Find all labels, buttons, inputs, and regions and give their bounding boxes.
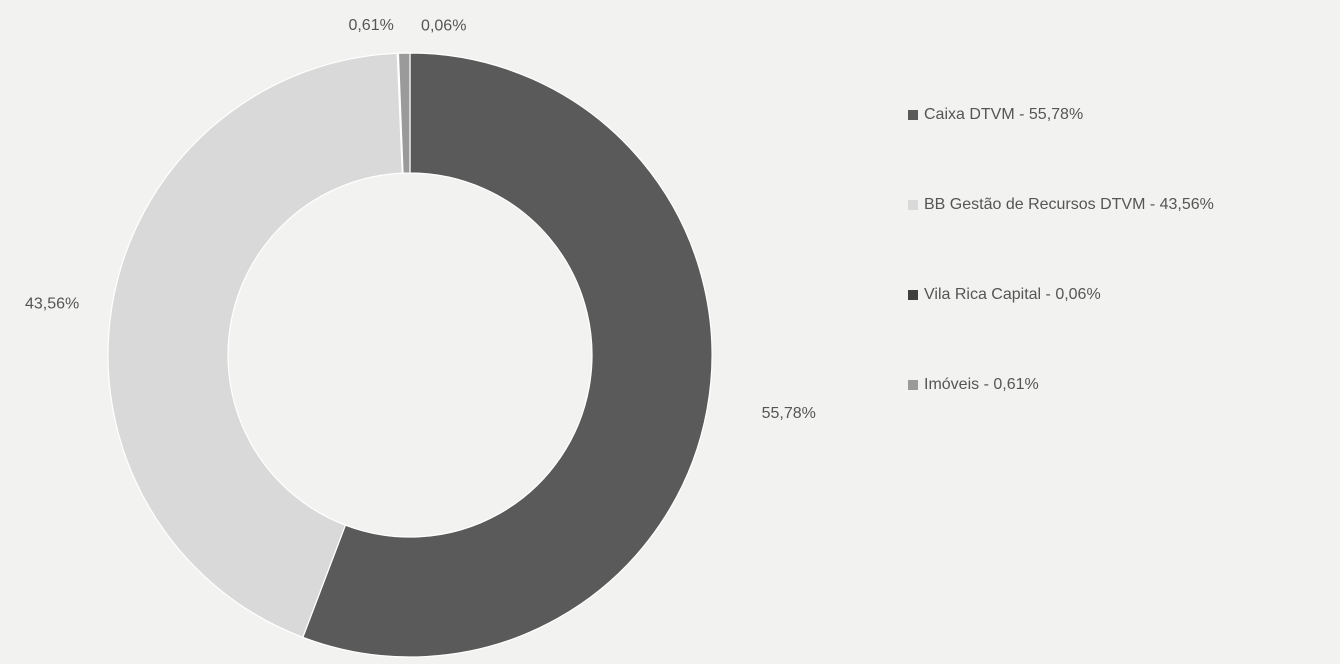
legend-swatch xyxy=(908,290,918,300)
data-label: 55,78% xyxy=(762,405,816,422)
legend-item: BB Gestão de Recursos DTVM - 43,56% xyxy=(908,190,1338,220)
legend-swatch xyxy=(908,200,918,210)
data-label: 0,06% xyxy=(421,17,466,34)
donut-slice xyxy=(107,52,403,639)
data-label: 0,61% xyxy=(348,17,393,34)
legend-item: Caixa DTVM - 55,78% xyxy=(908,100,1338,130)
legend: Caixa DTVM - 55,78% BB Gestão de Recursos… xyxy=(908,100,1338,460)
legend-swatch xyxy=(908,380,918,390)
donut-slice xyxy=(397,52,411,174)
legend-label: Caixa DTVM - 55,78% xyxy=(924,106,1084,123)
legend-label: BB Gestão de Recursos DTVM - 43,56% xyxy=(924,196,1214,213)
legend-item: Vila Rica Capital - 0,06% xyxy=(908,280,1338,310)
legend-label: Imóveis - 0,61% xyxy=(924,376,1039,393)
legend-item: Imóveis - 0,61% xyxy=(908,370,1338,400)
donut-slice xyxy=(302,52,713,658)
donut-plot: 55,78% 43,56% 0,06% 0,61% xyxy=(25,17,816,658)
legend-swatch xyxy=(908,110,918,120)
data-label: 43,56% xyxy=(25,296,79,313)
legend-label: Vila Rica Capital - 0,06% xyxy=(924,286,1101,303)
